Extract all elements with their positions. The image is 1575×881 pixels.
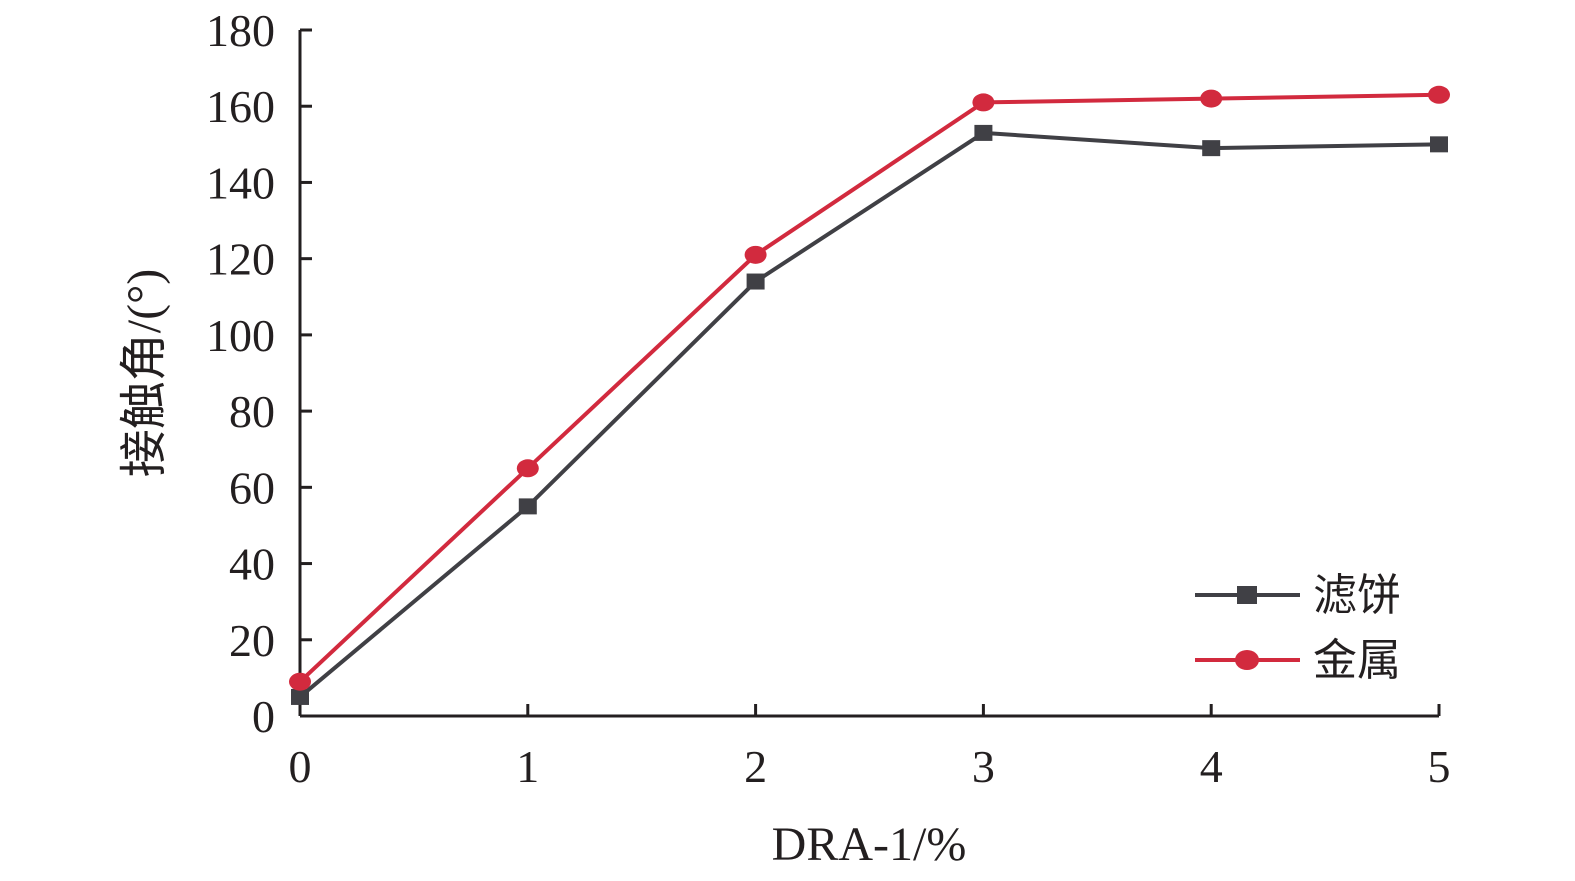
data-point: [1430, 136, 1448, 153]
series-0: [291, 124, 1448, 705]
data-point: [744, 245, 767, 264]
x-ticks: 0 1 2 3 4 5: [289, 704, 1451, 792]
x-axis-title: DRA-1/%: [772, 818, 967, 871]
x-tick-label: 0: [289, 741, 312, 792]
y-ticks: 0 20 40 60 80 100 120 140 160 180: [206, 5, 312, 742]
legend-marker: [1237, 586, 1257, 604]
y-tick-label: 20: [229, 615, 275, 666]
y-tick-label: 80: [229, 386, 275, 437]
axes: [298, 30, 1439, 718]
series-layer: [289, 85, 1450, 705]
y-tick-label: 100: [206, 310, 275, 361]
y-tick-label: 180: [206, 5, 275, 56]
x-tick-label: 2: [744, 741, 767, 792]
legend-marker: [1235, 650, 1259, 670]
x-tick-label: 1: [516, 741, 539, 792]
data-point: [746, 273, 765, 290]
data-point: [291, 688, 309, 705]
legend-label: 滤饼: [1313, 571, 1401, 620]
y-tick-label: 160: [206, 81, 275, 132]
data-point: [1428, 85, 1450, 104]
data-point: [1200, 89, 1223, 108]
series-1: [289, 85, 1450, 691]
y-tick-label: 40: [229, 539, 275, 590]
series-line: [298, 92, 1440, 684]
data-point: [1202, 140, 1221, 157]
data-point: [974, 124, 993, 141]
y-tick-label: 120: [206, 234, 275, 285]
data-point: [289, 672, 311, 691]
data-point: [516, 459, 539, 478]
legend-item: 金属: [1195, 636, 1401, 685]
x-tick-label: 5: [1428, 741, 1451, 792]
data-point: [518, 498, 537, 515]
y-tick-label: 60: [229, 462, 275, 513]
x-tick-label: 4: [1200, 741, 1223, 792]
y-tick-label: 0: [252, 691, 275, 742]
y-tick-label: 140: [206, 157, 275, 208]
legend-label: 金属: [1313, 636, 1401, 685]
legend-item: 滤饼: [1195, 571, 1401, 620]
x-tick-label: 3: [972, 741, 995, 792]
data-point: [972, 93, 995, 112]
series-line: [298, 130, 1440, 699]
y-axis-title: 接触角/(°): [118, 269, 171, 478]
